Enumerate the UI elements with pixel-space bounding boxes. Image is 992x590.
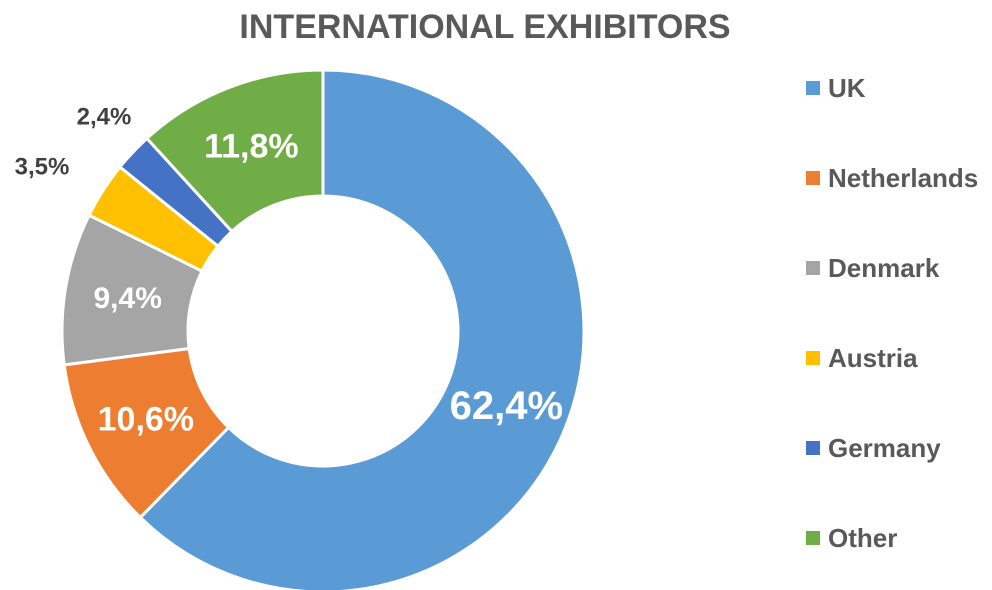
legend-swatch-other xyxy=(806,531,820,545)
legend-swatch-netherlands xyxy=(806,171,820,185)
donut-slices xyxy=(60,68,586,590)
slice-uk xyxy=(138,68,586,590)
slice-other xyxy=(144,68,325,234)
data-label-austria: 3,5% xyxy=(15,154,70,181)
slice-labels: 62,4% 10,6% 9,4% 3,5% 2,4% 11,8% xyxy=(15,104,563,439)
legend-label-austria: Austria xyxy=(828,343,918,373)
data-label-netherlands: 10,6% xyxy=(98,400,194,438)
data-label-other: 11,8% xyxy=(204,127,299,165)
legend: UK Netherlands Denmark Austria Germany Other xyxy=(806,73,978,553)
data-label-uk: 62,4% xyxy=(450,384,563,428)
legend-label-denmark: Denmark xyxy=(828,253,940,283)
legend-swatch-denmark xyxy=(806,261,820,275)
legend-label-other: Other xyxy=(828,523,897,553)
legend-swatch-germany xyxy=(806,441,820,455)
legend-label-germany: Germany xyxy=(828,433,941,463)
legend-label-netherlands: Netherlands xyxy=(828,163,978,193)
legend-swatch-uk xyxy=(806,81,820,95)
data-label-germany: 2,4% xyxy=(77,104,132,131)
chart-title: INTERNATIONAL EXHIBITORS xyxy=(239,8,730,46)
legend-label-uk: UK xyxy=(828,73,866,103)
legend-swatch-austria xyxy=(806,351,820,365)
data-label-denmark: 9,4% xyxy=(93,282,161,315)
